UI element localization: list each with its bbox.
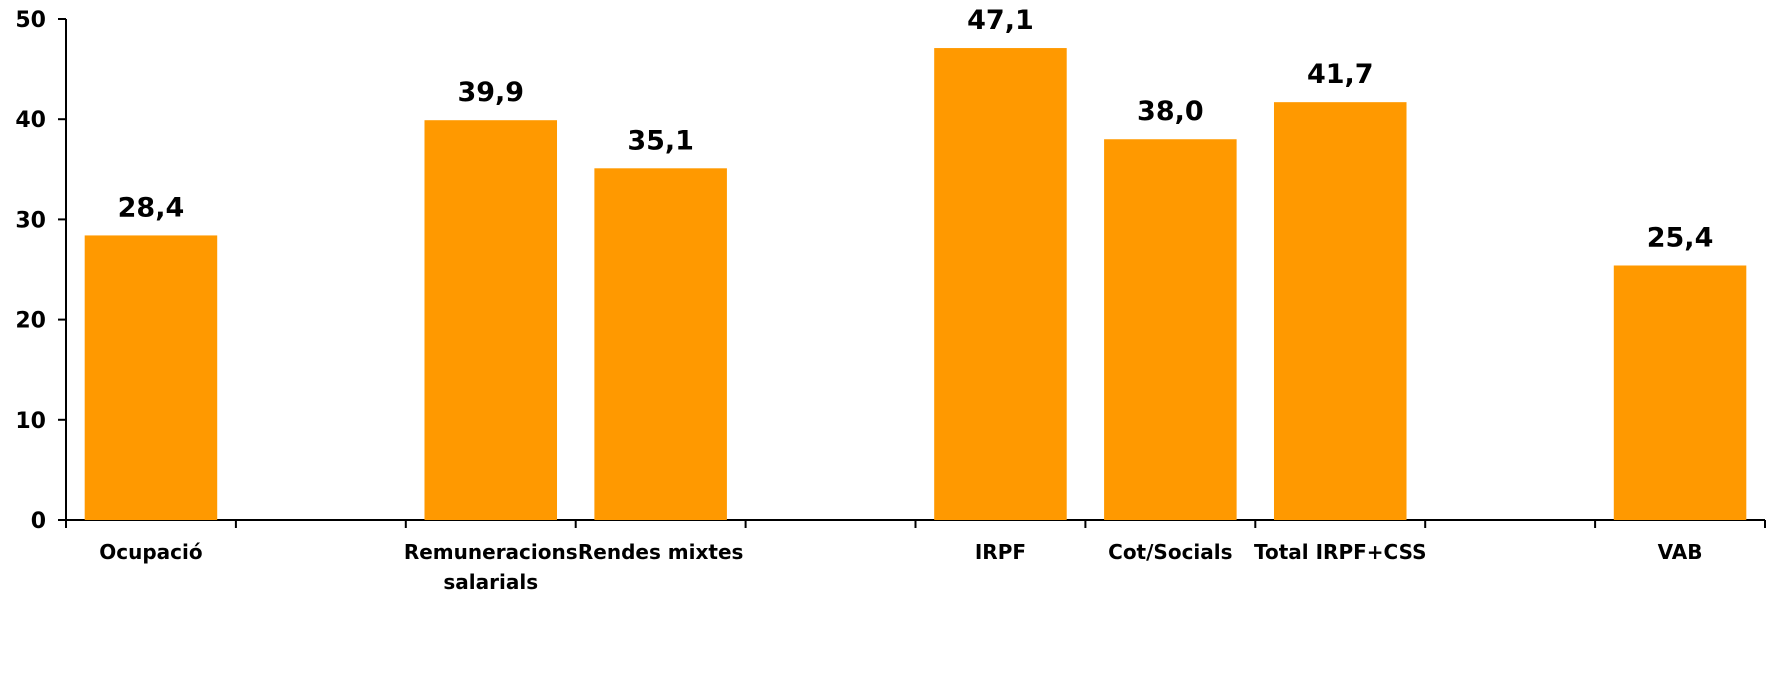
data-label: 25,4 (1647, 222, 1714, 253)
y-tick-label: 20 (15, 309, 46, 334)
category-label: Rendes mixtes (578, 540, 744, 564)
y-tick-label: 50 (15, 8, 46, 33)
data-label: 41,7 (1307, 59, 1374, 90)
data-label: 39,9 (457, 77, 524, 108)
bar (934, 48, 1067, 521)
bar (1613, 265, 1747, 520)
bars (84, 48, 1747, 521)
data-label: 28,4 (118, 192, 185, 223)
category-label: Total IRPF+CSS (1254, 540, 1426, 564)
y-tick-label: 10 (15, 409, 46, 434)
bar (424, 120, 558, 521)
category-label: VAB (1658, 540, 1703, 564)
bar (594, 168, 727, 520)
category-label: salarials (443, 570, 538, 594)
y-tick-label: 40 (15, 108, 46, 133)
category-label: IRPF (975, 540, 1026, 564)
category-label: Cot/Socials (1108, 540, 1232, 564)
category-label: Remuneracions (404, 540, 578, 564)
data-label: 35,1 (627, 125, 694, 156)
category-label: Ocupació (99, 540, 202, 564)
category-labels: Ocupació Remuneracions salarials Rendes mix… (99, 540, 1702, 594)
bar (1273, 102, 1407, 520)
y-axis: 0 10 20 30 40 50 (15, 8, 67, 534)
y-tick-label: 30 (15, 208, 46, 233)
data-labels: 28,4 39,9 35,1 47,1 38,0 41,7 25,4 (118, 5, 1714, 253)
bar (1104, 139, 1237, 521)
data-label: 47,1 (967, 5, 1034, 36)
bar (84, 235, 218, 520)
data-label: 38,0 (1137, 96, 1204, 127)
x-axis (65, 519, 1766, 528)
y-tick-label: 0 (31, 509, 46, 534)
